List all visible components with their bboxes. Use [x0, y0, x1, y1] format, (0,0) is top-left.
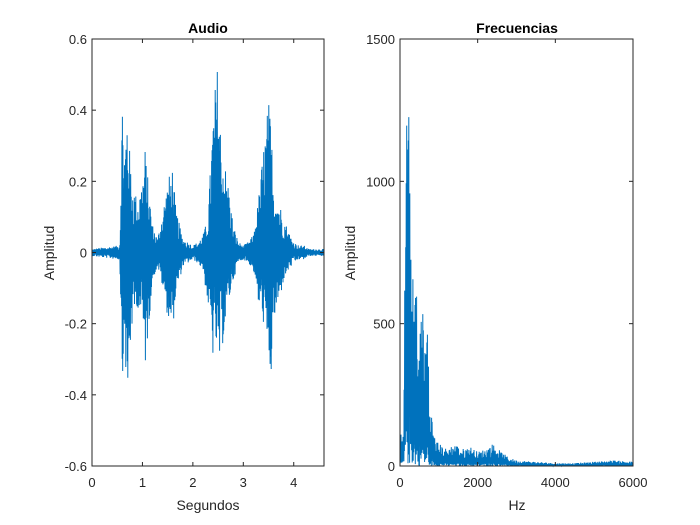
frequency-x-label: Hz — [508, 497, 525, 513]
frequency-y-tick-label: 1000 — [366, 174, 395, 189]
frequency-x-tick-label: 0 — [396, 475, 403, 490]
audio-plot: Audio 0 1 2 3 4 -0.6 -0.4 -0.2 0 0.2 0.4 0.6 Segun… — [41, 20, 325, 513]
frequency-y-tick-label: 500 — [373, 317, 395, 332]
audio-y-label: Amplitud — [41, 226, 57, 280]
audio-y-tick-label: -0.6 — [65, 459, 87, 474]
audio-waveform-series — [91, 71, 325, 378]
frequency-y-tick-label: 0 — [388, 459, 395, 474]
audio-x-ticks: 0 1 2 3 4 — [88, 39, 297, 490]
audio-x-tick-label: 1 — [139, 475, 146, 490]
audio-x-tick-label: 3 — [240, 475, 247, 490]
frequency-title: Frecuencias — [476, 20, 558, 36]
frequency-y-tick-label: 1500 — [366, 32, 395, 47]
frequency-y-label: Amplitud — [342, 226, 358, 280]
audio-x-tick-label: 2 — [189, 475, 196, 490]
frequency-x-tick-label: 2000 — [463, 475, 492, 490]
frequency-x-tick-label: 4000 — [541, 475, 570, 490]
audio-y-tick-label: 0.4 — [69, 103, 87, 118]
frequency-y-ticks: 0 500 1000 1500 — [366, 32, 633, 474]
audio-y-tick-label: -0.4 — [65, 388, 87, 403]
audio-x-label: Segundos — [176, 497, 239, 513]
frequency-axes-frame — [399, 38, 634, 467]
audio-x-tick-label: 4 — [290, 475, 297, 490]
audio-title: Audio — [188, 20, 228, 36]
audio-x-tick-label: 0 — [88, 475, 95, 490]
audio-y-tick-label: -0.2 — [65, 317, 87, 332]
frequency-x-ticks: 0 2000 4000 6000 — [396, 39, 647, 490]
frequency-plot: Frecuencias 0 2000 4000 6000 0 500 1000 1500 H… — [342, 20, 647, 513]
frequency-x-tick-label: 6000 — [619, 475, 648, 490]
audio-y-tick-label: 0.6 — [69, 32, 87, 47]
audio-y-tick-label: 0.2 — [69, 174, 87, 189]
audio-y-tick-label: 0 — [80, 246, 87, 261]
audio-y-ticks: -0.6 -0.4 -0.2 0 0.2 0.4 0.6 — [65, 32, 324, 474]
frequency-spectrum-series — [399, 117, 634, 468]
